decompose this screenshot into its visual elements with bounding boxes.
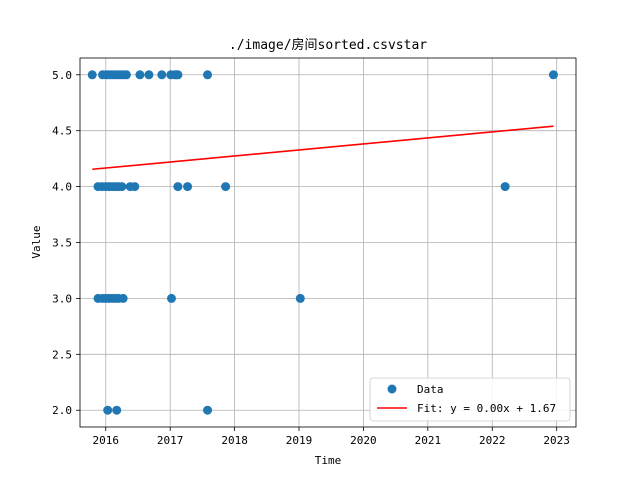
data-point bbox=[203, 405, 213, 415]
x-axis-label: Time bbox=[315, 454, 342, 467]
data-point bbox=[221, 182, 231, 192]
data-point bbox=[548, 70, 558, 80]
chart-title: ./image/房间sorted.csvstar bbox=[229, 37, 427, 53]
x-tick-label: 2017 bbox=[157, 434, 184, 447]
legend-box bbox=[369, 377, 571, 422]
legend-marker-data bbox=[387, 384, 397, 394]
data-point bbox=[117, 182, 127, 192]
data-point bbox=[130, 182, 140, 192]
legend-label-data: Data bbox=[417, 383, 444, 396]
grid bbox=[80, 58, 576, 427]
y-axis-ticks: 2.0 2.5 3.0 3.5 4.0 4.5 5.0 bbox=[52, 69, 80, 417]
y-tick-label: 5.0 bbox=[52, 69, 72, 82]
x-tick-label: 2016 bbox=[93, 434, 120, 447]
y-tick-label: 4.5 bbox=[52, 125, 72, 138]
data-point bbox=[173, 182, 183, 192]
data-point bbox=[135, 70, 145, 80]
legend-label-fit: Fit: y = 0.00x + 1.67 bbox=[417, 402, 556, 415]
y-tick-label: 2.5 bbox=[52, 348, 72, 361]
x-tick-label: 2020 bbox=[350, 434, 377, 447]
data-point bbox=[203, 70, 213, 80]
x-tick-label: 2021 bbox=[415, 434, 442, 447]
fit-line-layer bbox=[92, 125, 554, 171]
x-tick-label: 2019 bbox=[286, 434, 313, 447]
data-point bbox=[173, 70, 183, 80]
y-axis-label: Value bbox=[30, 225, 43, 258]
y-tick-label: 3.0 bbox=[52, 292, 72, 305]
scatter-points bbox=[87, 70, 558, 415]
data-point bbox=[166, 293, 176, 303]
y-tick-label: 4.0 bbox=[52, 181, 72, 194]
y-tick-label: 2.0 bbox=[52, 404, 72, 417]
data-point bbox=[183, 182, 193, 192]
fit-line bbox=[92, 125, 554, 171]
data-point bbox=[500, 182, 510, 192]
x-tick-label: 2018 bbox=[221, 434, 248, 447]
y-tick-label: 3.5 bbox=[52, 237, 72, 250]
legend: Data Fit: y = 0.00x + 1.67 bbox=[369, 377, 571, 422]
data-point bbox=[112, 405, 122, 415]
x-axis-ticks: 2016 2017 2018 2019 2020 2021 2022 2023 bbox=[93, 427, 570, 447]
x-tick-label: 2022 bbox=[479, 434, 506, 447]
data-point bbox=[144, 70, 154, 80]
data-point bbox=[87, 70, 97, 80]
data-point bbox=[118, 293, 128, 303]
x-tick-label: 2023 bbox=[543, 434, 570, 447]
data-point bbox=[121, 70, 131, 80]
data-point bbox=[103, 405, 113, 415]
data-point bbox=[295, 293, 305, 303]
data-point bbox=[157, 70, 167, 80]
